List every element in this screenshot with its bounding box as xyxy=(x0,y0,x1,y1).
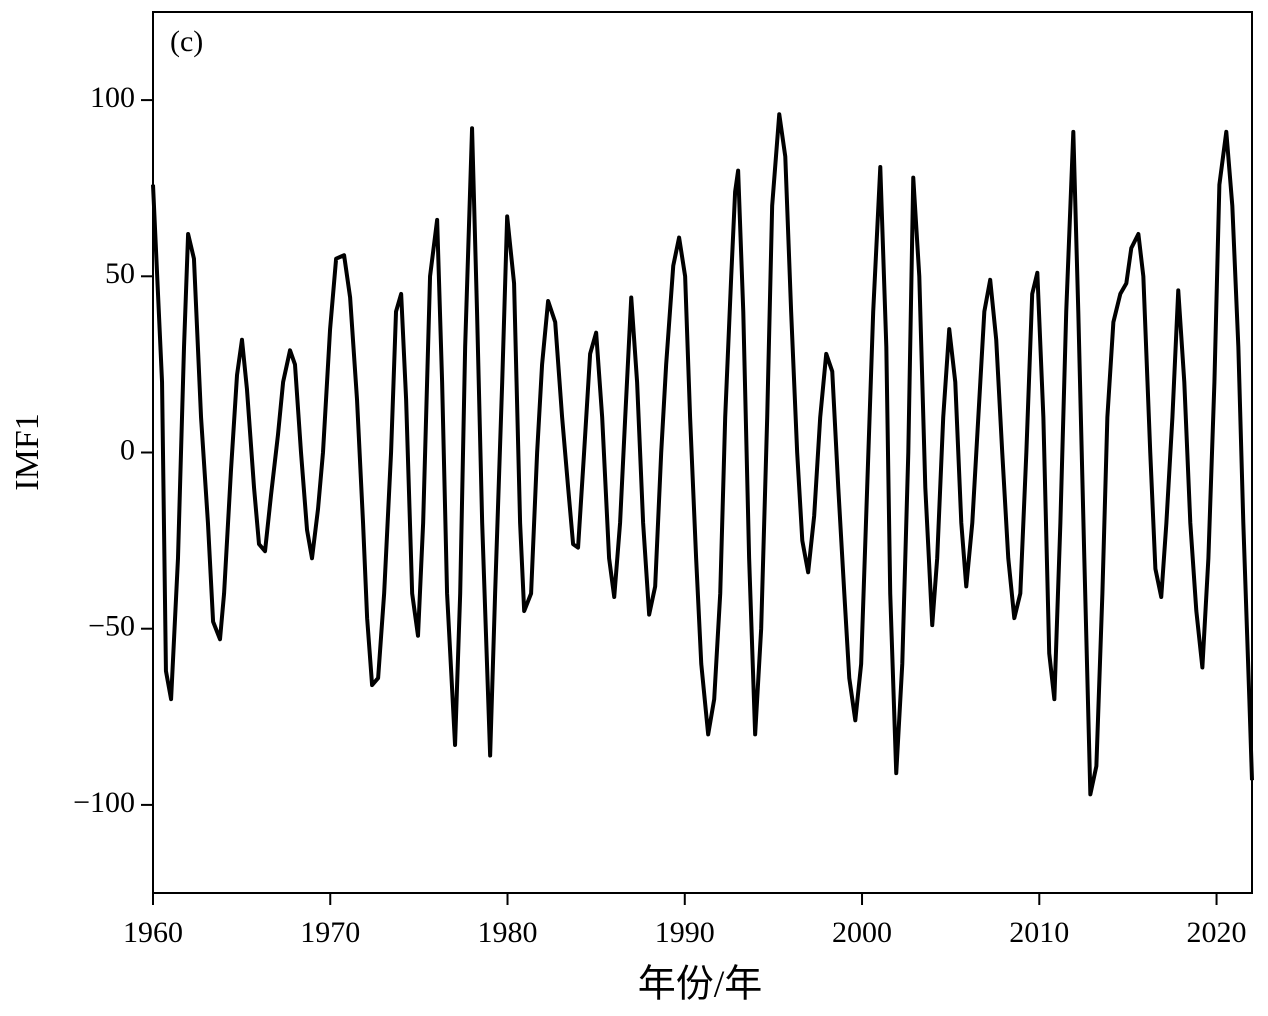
x-axis-label: 年份/年 xyxy=(638,964,763,1006)
x-tick-label: 1970 xyxy=(300,916,360,949)
x-tick-label: 2000 xyxy=(832,916,892,949)
y-tick-label: −50 xyxy=(88,610,135,643)
data-line xyxy=(151,112,1254,797)
plot-frame xyxy=(152,11,1253,894)
y-tick-label: −100 xyxy=(73,786,135,819)
x-tick-label: 1980 xyxy=(478,916,538,949)
y-tick-label: 0 xyxy=(120,433,135,466)
panel-label: (c) xyxy=(170,25,203,58)
x-tick-label: 2010 xyxy=(1009,916,1069,949)
x-tick-label: 2020 xyxy=(1187,916,1247,949)
y-axis-label: IMF1 xyxy=(9,413,46,490)
x-tick-label: 1960 xyxy=(123,916,183,949)
y-tick-label: 50 xyxy=(105,257,135,290)
x-tick-label: 1990 xyxy=(655,916,715,949)
y-tick-label: 100 xyxy=(90,81,135,114)
